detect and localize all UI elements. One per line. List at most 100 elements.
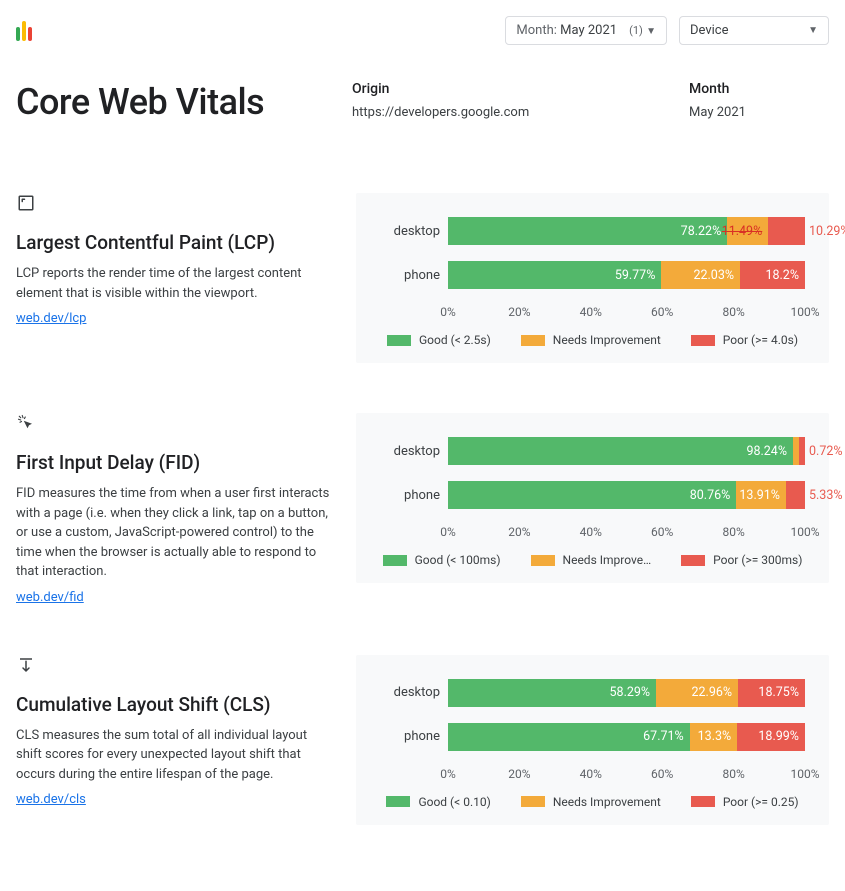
- bar-track: 78.22% 11.49%10.29%: [448, 217, 805, 245]
- axis-tick: 0%: [440, 525, 456, 539]
- axis-tick: 80%: [722, 525, 744, 539]
- chart-legend: Good (< 2.5s) Needs Improvement Poor (>= 4…: [380, 333, 805, 347]
- bar-seg-poor: 18.75%: [738, 679, 805, 707]
- header: Core Web Vitals Origin https://developer…: [16, 81, 829, 123]
- axis-tick: 100%: [790, 305, 819, 319]
- legend-swatch: [386, 796, 410, 807]
- metric-text: LCP reports the render time of the large…: [16, 264, 336, 303]
- axis-tick: 20%: [508, 305, 530, 319]
- bar-seg-needs: 13.91%: [736, 481, 786, 509]
- metric-link[interactable]: web.dev/fid: [16, 590, 84, 605]
- device-dropdown-label: Device: [690, 23, 729, 38]
- axis-tick: 20%: [508, 767, 530, 781]
- metric-desc: First Input Delay (FID)FID measures the …: [16, 413, 336, 605]
- device-dropdown[interactable]: Device ▼: [679, 16, 829, 45]
- bar-value-needs: 22.03%: [693, 268, 734, 283]
- bar-value-good: 80.76%: [690, 488, 731, 503]
- axis-tick: 60%: [651, 767, 673, 781]
- metric-title: Cumulative Layout Shift (CLS): [16, 693, 336, 716]
- metric-link[interactable]: web.dev/cls: [16, 792, 86, 807]
- legend-swatch: [521, 796, 545, 807]
- bar-value-poor: 18.75%: [758, 685, 799, 700]
- legend-item-needs: Needs Improvement: [521, 333, 661, 347]
- axis-tick: 0%: [440, 767, 456, 781]
- bar-seg-needs: 13.3%: [690, 723, 737, 751]
- bar-value-poor: 10.29%: [809, 224, 845, 239]
- bar-track: 80.76%13.91%5.33%: [448, 481, 805, 509]
- bar-label: desktop: [380, 224, 440, 239]
- bar-value-poor: 5.33%: [809, 488, 843, 503]
- bar-value-good: 98.24%: [746, 444, 787, 459]
- legend-label: Poor (>= 300ms): [713, 553, 802, 567]
- logo: [16, 21, 32, 41]
- page-title: Core Web Vitals: [16, 81, 336, 123]
- bar-label: phone: [380, 488, 440, 503]
- bar-label: phone: [380, 268, 440, 283]
- metric-text: FID measures the time from when a user f…: [16, 484, 336, 582]
- bar-value-good: 78.22%: [681, 224, 722, 239]
- bar-value-poor: 0.72%: [809, 444, 843, 459]
- metric-lcp: Largest Contentful Paint (LCP) LCP report…: [16, 193, 829, 363]
- chart-axis: 0%20%40%60%80%100%: [448, 305, 805, 323]
- legend-item-needs: Needs Improve…: [531, 553, 652, 567]
- legend-item-good: Good (< 100ms): [383, 553, 501, 567]
- chart-legend: Good (< 0.10)Needs ImprovementPoor (>= 0…: [380, 795, 805, 809]
- bar-track: 58.29%22.96% 18.75%: [448, 679, 805, 707]
- legend-label: Needs Improve…: [563, 553, 652, 567]
- bar-seg-good: 98.24%: [448, 437, 793, 465]
- bar-row-desktop: desktop 78.22% 11.49%10.29%: [380, 217, 805, 245]
- bar-seg-poor: 18.2%: [740, 261, 805, 289]
- axis-tick: 20%: [508, 525, 530, 539]
- axis-tick: 80%: [722, 305, 744, 319]
- axis-tick: 40%: [580, 525, 602, 539]
- bar-row-phone: phone67.71%13.3%18.99%: [380, 723, 805, 751]
- bar-track: 98.24%0.72%: [448, 437, 805, 465]
- legend-item-needs: Needs Improvement: [521, 795, 661, 809]
- bar-label: phone: [380, 729, 440, 744]
- topbar: Month: May 2021 (1) ▼ Device ▼: [16, 16, 829, 45]
- metric-title: Largest Contentful Paint (LCP): [16, 231, 336, 254]
- legend-label: Good (< 2.5s): [419, 333, 491, 347]
- bar-seg-good: 78.22%: [448, 217, 727, 245]
- axis-tick: 60%: [651, 305, 673, 319]
- month-dropdown[interactable]: Month: May 2021 (1) ▼: [505, 16, 667, 45]
- origin-label: Origin: [352, 81, 673, 97]
- chart-axis: 0%20%40%60%80%100%: [448, 525, 805, 543]
- bar-row-phone: phone 59.77% 22.03% 18.2%: [380, 261, 805, 289]
- bar-row-phone: phone80.76%13.91%5.33%: [380, 481, 805, 509]
- metric-fid: First Input Delay (FID)FID measures the …: [16, 413, 829, 605]
- metrics-container: Largest Contentful Paint (LCP) LCP report…: [16, 193, 829, 825]
- axis-tick: 100%: [790, 525, 819, 539]
- bar-row-desktop: desktop98.24%0.72%: [380, 437, 805, 465]
- month-label: Month: [689, 81, 829, 97]
- bar-track: 59.77% 22.03% 18.2%: [448, 261, 805, 289]
- metric-desc: Largest Contentful Paint (LCP) LCP report…: [16, 193, 336, 326]
- month-dropdown-label: Month:: [516, 23, 557, 38]
- legend-label: Poor (>= 4.0s): [723, 333, 798, 347]
- legend-label: Good (< 100ms): [415, 553, 501, 567]
- bar-seg-needs: 11.49%: [727, 217, 768, 245]
- cursor-click-icon: [16, 413, 36, 433]
- bar-row-desktop: desktop 58.29%22.96% 18.75%: [380, 679, 805, 707]
- axis-tick: 80%: [722, 767, 744, 781]
- legend-item-poor: Poor (>= 300ms): [681, 553, 802, 567]
- bar-value-needs: 13.91%: [739, 488, 780, 503]
- axis-tick: 60%: [651, 525, 673, 539]
- metric-link[interactable]: web.dev/lcp: [16, 311, 86, 326]
- bar-seg-needs: 22.96%: [656, 679, 738, 707]
- month-value: May 2021: [689, 105, 829, 120]
- bar-value-good: 59.77%: [615, 268, 656, 283]
- layout-shift-icon: [16, 655, 36, 675]
- bar-label: desktop: [380, 685, 440, 700]
- legend-item-poor: Poor (>= 4.0s): [691, 333, 798, 347]
- legend-swatch: [691, 335, 715, 346]
- axis-tick: 40%: [580, 305, 602, 319]
- chart-card: desktop 58.29%22.96% 18.75% phone67.71%13.3…: [356, 655, 829, 825]
- chart-card: desktop98.24%0.72%phone80.76%13.91%5.33%…: [356, 413, 829, 583]
- bar-seg-poor: 10.29%: [768, 217, 805, 245]
- legend-item-good: Good (< 0.10): [386, 795, 490, 809]
- bar-seg-good: 58.29%: [448, 679, 656, 707]
- chart-card: desktop 78.22% 11.49%10.29% phone 59.77% 22.0…: [356, 193, 829, 363]
- legend-swatch: [521, 335, 545, 346]
- chevron-down-icon: ▼: [808, 25, 818, 36]
